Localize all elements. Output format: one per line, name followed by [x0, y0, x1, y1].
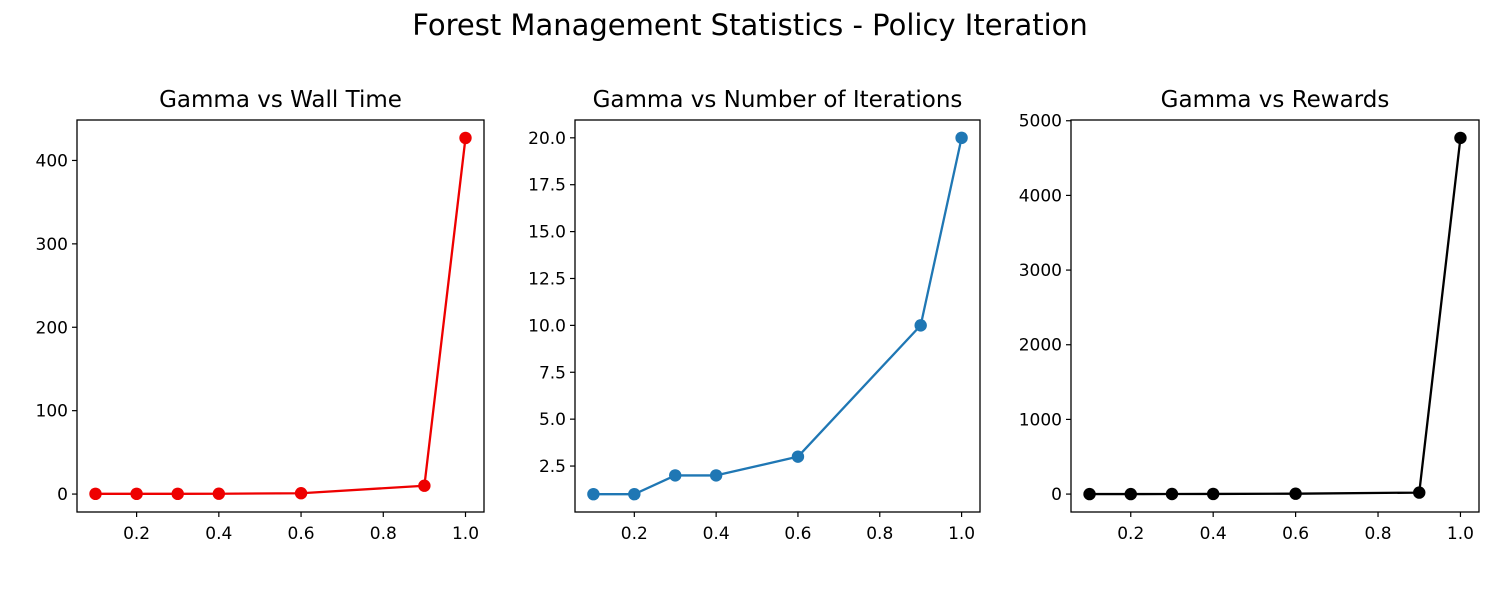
- figure-title: Forest Management Statistics - Policy It…: [412, 8, 1088, 42]
- data-point-iterations: [669, 469, 682, 482]
- y-tick-label: 1000: [1019, 410, 1062, 430]
- y-tick-label: 0: [1051, 485, 1062, 505]
- y-tick-label: 2.5: [539, 457, 566, 477]
- data-point-wall-time: [418, 479, 431, 492]
- data-point-wall-time: [130, 487, 143, 501]
- data-point-wall-time: [459, 131, 472, 145]
- x-tick-label: 0.6: [288, 524, 315, 544]
- subplot-rewards: Gamma vs Rewards 0.2 0.4 0.6 0.8 1.0 0 1000 2000…: [1019, 87, 1480, 544]
- data-point-wall-time: [294, 487, 308, 500]
- data-point-rewards: [1289, 487, 1302, 500]
- data-point-iterations: [587, 487, 600, 501]
- data-point-wall-time: [171, 487, 184, 501]
- x-tick-label: 0.2: [621, 524, 648, 544]
- y-tick-label: 5.0: [539, 410, 566, 430]
- subplot-iterations: Gamma vs Number of Iterations 0.2 0.4 0.6 0.…: [528, 87, 981, 544]
- x-tick-label: 1.0: [452, 524, 479, 544]
- data-point-iterations: [791, 450, 805, 463]
- axes-frame-rewards: [1070, 119, 1480, 513]
- data-point-iterations: [914, 319, 927, 332]
- x-tick-label: 0.2: [1117, 524, 1144, 544]
- x-tick-label: 0.6: [1282, 524, 1309, 544]
- subplot-title-rewards: Gamma vs Rewards: [1161, 87, 1390, 113]
- x-tick-label: 0.4: [703, 524, 730, 544]
- x-tick-label: 0.4: [205, 524, 232, 544]
- y-tick-label: 15.0: [528, 223, 566, 243]
- series-line-wall-time: [95, 137, 467, 495]
- axes-frame-wall-time: [76, 119, 485, 513]
- y-tick-label: 20.0: [528, 129, 566, 149]
- y-tick-label: 17.5: [528, 176, 566, 196]
- data-point-iterations: [955, 131, 968, 145]
- y-tick-label: 7.5: [539, 363, 566, 383]
- y-tick-label: 400: [36, 151, 68, 171]
- x-tick-label: 1.0: [1447, 524, 1474, 544]
- data-point-rewards: [1165, 487, 1179, 501]
- subplot-wall-time: Gamma vs Wall Time 0.2 0.4 0.6 0.8 1.0 0 100 200…: [36, 87, 485, 544]
- data-point-rewards: [1083, 487, 1096, 501]
- y-tick-label: 2000: [1019, 336, 1062, 356]
- y-tick-label: 300: [36, 235, 68, 255]
- data-point-wall-time: [212, 487, 226, 500]
- data-point-wall-time: [89, 487, 102, 501]
- data-point-rewards: [1206, 487, 1220, 501]
- data-point-rewards: [1413, 486, 1426, 499]
- y-tick-label: 100: [36, 402, 68, 422]
- x-tick-label: 0.2: [123, 524, 150, 544]
- y-tick-label: 10.0: [528, 316, 566, 336]
- x-tick-label: 0.8: [370, 524, 397, 544]
- x-tick-label: 0.8: [866, 524, 893, 544]
- data-point-rewards: [1124, 487, 1137, 501]
- y-tick-label: 4000: [1019, 186, 1062, 206]
- data-point-iterations: [709, 469, 723, 482]
- y-tick-label: 12.5: [528, 269, 566, 289]
- series-line-iterations: [593, 137, 963, 496]
- y-tick-label: 3000: [1019, 261, 1062, 281]
- x-tick-label: 0.6: [784, 524, 811, 544]
- subplot-title-wall-time: Gamma vs Wall Time: [159, 87, 402, 113]
- axes-frame-iterations: [574, 119, 981, 513]
- y-tick-label: 200: [36, 318, 68, 338]
- series-line-rewards: [1089, 137, 1462, 496]
- y-tick-label: 5000: [1019, 112, 1062, 132]
- y-tick-label: 0: [57, 485, 68, 505]
- data-point-iterations: [628, 487, 641, 501]
- x-tick-label: 1.0: [948, 524, 975, 544]
- x-tick-label: 0.8: [1365, 524, 1392, 544]
- subplot-title-iterations: Gamma vs Number of Iterations: [593, 87, 963, 113]
- data-point-rewards: [1454, 131, 1467, 145]
- x-tick-label: 0.4: [1200, 524, 1227, 544]
